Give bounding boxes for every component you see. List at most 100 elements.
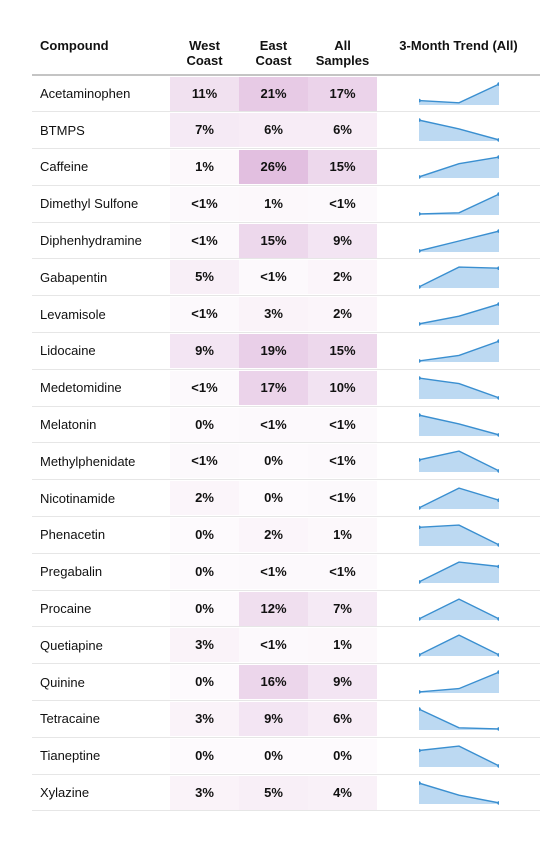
- all-samples-value-cell: <1%: [308, 443, 377, 480]
- sparkline-area: [418, 414, 499, 436]
- east-coast-value-cell: 9%: [239, 701, 308, 738]
- all-samples-value-cell: 9%: [308, 222, 377, 259]
- sparkline-point: [496, 432, 499, 437]
- sparkline-point: [496, 266, 499, 271]
- east-coast-value: 19%: [239, 333, 308, 368]
- header-compound: Compound: [40, 38, 109, 53]
- sparkline-area: [418, 267, 499, 289]
- sparkline-point: [496, 543, 499, 547]
- east-coast-value: 15%: [239, 223, 308, 258]
- east-coast-value: 12%: [239, 591, 308, 626]
- header-east-coast: East Coast: [255, 38, 292, 68]
- sparkline: [418, 780, 499, 805]
- east-coast-value: <1%: [239, 407, 308, 442]
- compound-name: Procaine: [40, 601, 92, 617]
- west-coast-value: 11%: [170, 76, 239, 111]
- sparkline-point: [496, 653, 499, 658]
- all-samples-value-cell: 6%: [308, 701, 377, 738]
- all-samples-value-cell: 7%: [308, 590, 377, 627]
- all-samples-value: <1%: [308, 186, 377, 221]
- sparkline-area: [418, 598, 499, 620]
- sparkline-line: [418, 671, 499, 693]
- sparkline: [418, 302, 499, 326]
- trend-cell: [377, 737, 540, 774]
- sparkline-area: [418, 83, 499, 105]
- compound-name: Caffeine: [40, 159, 89, 175]
- east-coast-value-cell: 0%: [239, 480, 308, 517]
- sparkline-point: [496, 138, 499, 142]
- table-row: Diphenhydramine <1% 15% 9%: [32, 222, 540, 259]
- west-coast-value: <1%: [170, 370, 239, 405]
- east-coast-value: 3%: [239, 297, 308, 332]
- east-coast-value: 21%: [239, 76, 308, 111]
- compound-name: Melatonin: [40, 417, 97, 433]
- trend-cell: [377, 259, 540, 296]
- east-coast-value-cell: 1%: [239, 185, 308, 222]
- compound-name: Diphenhydramine: [40, 233, 142, 249]
- sparkline-point: [418, 506, 421, 510]
- west-coast-value: <1%: [170, 223, 239, 258]
- sparkline: [418, 192, 499, 216]
- table-row: Melatonin 0% <1% <1%: [32, 406, 540, 443]
- sparkline-area: [418, 488, 499, 510]
- east-coast-value-cell: <1%: [239, 406, 308, 443]
- compound-name: Dimethyl Sulfone: [40, 196, 139, 212]
- sparkline-area: [418, 451, 499, 473]
- table-row: Tetracaine 3% 9% 6%: [32, 701, 540, 738]
- east-coast-value-cell: 0%: [239, 443, 308, 480]
- sparkline-line: [418, 377, 499, 399]
- table-body: Acetaminophen 11% 21% 17% BTMPS 7% 6% 6% Caffein…: [32, 75, 540, 811]
- west-coast-value: 0%: [170, 554, 239, 589]
- trend-cell: [377, 112, 540, 149]
- west-coast-value: 0%: [170, 517, 239, 552]
- table-header: Compound West Coast East Coast All Samples …: [32, 28, 540, 75]
- all-samples-value-cell: 6%: [308, 112, 377, 149]
- sparkline-area: [418, 157, 499, 178]
- west-coast-value-cell: 0%: [170, 590, 239, 627]
- compound-name: Levamisole: [40, 306, 106, 322]
- table-row: Quetiapine 3% <1% 1%: [32, 627, 540, 664]
- sparkline-point: [418, 748, 421, 753]
- sparkline-point: [418, 322, 421, 326]
- sparkline-line: [418, 83, 499, 104]
- sparkline: [418, 266, 499, 290]
- table-row: Acetaminophen 11% 21% 17%: [32, 75, 540, 112]
- compound-name: Tetracaine: [40, 711, 100, 727]
- east-coast-value: 0%: [239, 444, 308, 479]
- all-samples-value-cell: 0%: [308, 737, 377, 774]
- all-samples-value: 0%: [308, 738, 377, 773]
- sparkline-area: [418, 304, 499, 326]
- table-row: Methylphenidate <1% 0% <1%: [32, 443, 540, 480]
- sparkline: [418, 412, 499, 437]
- table-row: BTMPS 7% 6% 6%: [32, 112, 540, 149]
- compound-name: Acetaminophen: [40, 86, 131, 102]
- sparkline-area: [418, 672, 499, 694]
- table-row: Pregabalin 0% <1% <1%: [32, 553, 540, 591]
- header-all-samples: All Samples: [315, 38, 370, 68]
- sparkline-line: [418, 303, 499, 325]
- east-coast-value-cell: 26%: [239, 149, 308, 186]
- sparkline: [418, 339, 499, 363]
- compound-name: Tianeptine: [40, 748, 101, 764]
- east-coast-value: 1%: [239, 186, 308, 221]
- sparkline-line: [418, 156, 499, 178]
- trend-cell: [377, 185, 540, 222]
- west-coast-value: 0%: [170, 738, 239, 773]
- all-samples-value: 9%: [308, 665, 377, 700]
- all-samples-value-cell: <1%: [308, 480, 377, 517]
- all-samples-value-cell: 1%: [308, 627, 377, 664]
- sparkline-point: [496, 498, 499, 503]
- east-coast-value-cell: 16%: [239, 664, 308, 701]
- west-coast-value-cell: 0%: [170, 517, 239, 554]
- sparkline-point: [496, 800, 499, 805]
- sparkline-line: [418, 781, 499, 804]
- table-row: Levamisole <1% 3% 2%: [32, 296, 540, 333]
- sparkline-point: [418, 690, 421, 694]
- west-coast-value: 3%: [170, 628, 239, 663]
- compound-name: Xylazine: [40, 785, 90, 801]
- sparkline: [418, 487, 499, 510]
- east-coast-value-cell: <1%: [239, 627, 308, 664]
- sparkline: [418, 228, 499, 253]
- table-row: Quinine 0% 16% 9%: [32, 664, 540, 701]
- east-coast-value-cell: <1%: [239, 259, 308, 296]
